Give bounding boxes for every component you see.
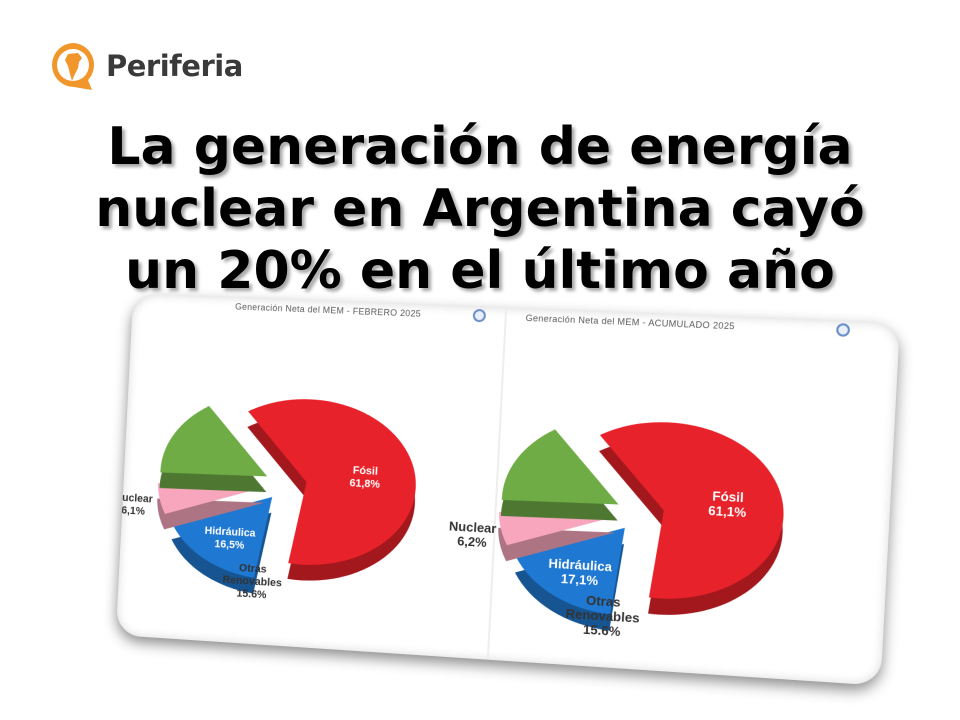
slice-label: Otras: [239, 562, 267, 576]
slice-label: Renovables: [565, 606, 640, 626]
brand-name: Periferia: [106, 49, 243, 83]
pie-slice-otras_renovables: [160, 403, 271, 479]
charts-panel: Generación Neta del MEM - FEBRERO 2025 G…: [115, 293, 901, 686]
pie-slice-otras_renovables: [501, 426, 623, 507]
pie-slice-hidraulica: [513, 521, 625, 616]
headline: La generación de energía nuclear en Arge…: [0, 116, 960, 302]
slice-label: Fósil: [712, 488, 744, 505]
slice-value-label: 6,2%: [457, 533, 488, 550]
headline-line-2: nuclear en Argentina cayó: [95, 179, 865, 239]
pie-charts: Fósil61,8%Hidráulica16,5%Nuclear6,1%Otra…: [116, 396, 789, 639]
brand: Periferia: [48, 40, 243, 92]
slice-value-label: 6,1%: [121, 505, 146, 518]
slice-label: Otras: [586, 592, 621, 609]
headline-line-1: La generación de energía: [107, 117, 853, 177]
slice-label: Nuclear: [449, 518, 497, 536]
slice-label: Fósil: [353, 465, 379, 478]
pie-slice-fosil: [591, 419, 789, 606]
slice-value-label: 61,8%: [349, 477, 380, 491]
pie-slice-fosil: [240, 396, 421, 572]
slice-label: Hidráulica: [204, 525, 256, 540]
periferia-logo-icon: [52, 43, 94, 90]
slice-label: Hidráulica: [548, 555, 613, 574]
pie-slice-nuclear: [497, 510, 616, 552]
slice-value-label: 17,1%: [560, 571, 599, 589]
slice-value-label: 15.6%: [583, 621, 622, 639]
slice-label: Nuclear: [116, 492, 154, 506]
slice-label: Renovables: [222, 574, 282, 590]
slice-value-label: 16,5%: [214, 538, 245, 552]
slice-value-label: 15.6%: [236, 588, 267, 602]
headline-line-3: un 20% en el último año: [125, 241, 835, 301]
slice-value-label: 61,1%: [708, 503, 748, 521]
